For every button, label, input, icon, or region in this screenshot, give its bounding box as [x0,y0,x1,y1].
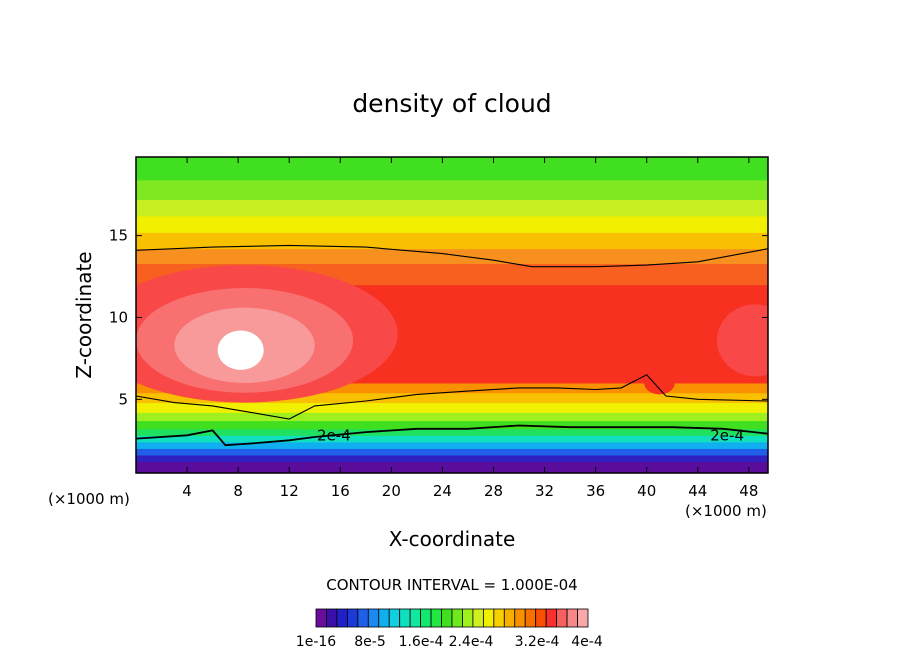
contour-line-layer [136,244,768,447]
colorbar-swatch [420,608,432,628]
band-4 [136,435,768,443]
band-3 [136,441,768,449]
colorbar-swatch [514,608,526,628]
plot-frame [135,156,769,474]
colorbar-swatch [409,608,422,628]
band-9 [136,392,768,404]
colorbar-swatch [346,608,359,628]
y-tick-label: 15 [109,227,128,245]
colorbar-swatch [556,608,568,628]
x-tick-label: 44 [688,482,707,500]
colorbar-swatch [535,608,547,628]
colorbar-label: 4e-4 [571,634,603,650]
contour-line-lower [136,424,768,447]
colorbar-swatch [472,608,484,628]
band-2 [136,448,768,456]
x-axis-label: X-coordinate [389,527,516,551]
band-8 [136,402,768,413]
x-tick-label: 12 [280,482,299,500]
contour-line-middle [136,374,768,420]
x-tick-label: 48 [739,482,758,500]
x-tick-label: 28 [484,482,503,500]
colorbar-swatch [357,608,369,628]
x-unit-label-left: (×1000 m) [48,490,130,508]
colorbar-swatch [315,608,327,628]
band-18 [136,157,768,181]
colorbar-swatch [388,608,401,628]
y-axis-ticks: 5 10 15 [109,227,768,408]
x-tick-label: 36 [586,482,605,500]
band-17 [136,179,768,201]
colorbar-swatch [399,608,411,628]
colorbar-swatch [545,608,558,628]
x-tick-label: 8 [233,482,243,500]
contour-interval-text: CONTOUR INTERVAL = 1.000E-04 [326,576,577,594]
chart-title: density of cloud [352,89,551,118]
blob-3 [217,330,264,370]
colorbar [315,608,589,628]
x-tick-label: 40 [637,482,656,500]
colorbar-label: 1.6e-4 [399,634,444,650]
x-tick-label: 32 [535,482,554,500]
y-tick-label: 5 [118,390,128,408]
band-16 [136,199,768,217]
colorbar-swatch [462,608,474,628]
contour-label-0: 2e-4 [317,426,351,444]
colorbar-swatch [367,608,380,628]
colorbar-swatch [336,608,348,628]
band-6 [136,420,768,430]
colorbar-label: 3.2e-4 [515,634,560,650]
colorbar-swatch [524,608,537,628]
colorbar-swatch [577,608,589,628]
band-0 [136,461,768,473]
x-tick-label: 4 [182,482,192,500]
band-7 [136,412,768,422]
contour-label-1: 2e-4 [710,426,744,444]
blob-4 [716,304,768,377]
y-axis-label: Z-coordinate [72,251,96,378]
x-tick-label: 20 [382,482,401,500]
colorbar-swatch [493,608,505,628]
colorbar-label: 8e-5 [354,634,385,650]
band-1 [136,454,768,463]
band-13 [136,248,768,264]
colorbar-swatch [503,608,516,628]
colorbar-label: 1e-16 [296,634,336,650]
x-axis-ticks: 4 8 12 16 20 24 28 32 36 40 44 48 [182,157,758,500]
contour-line-upper [136,244,768,268]
colorbar-swatch [482,608,495,628]
plot-area [136,157,768,473]
band-15 [136,215,768,233]
blob-5 [644,371,675,395]
colorbar-swatch [378,608,390,628]
x-tick-label: 24 [433,482,452,500]
colorbar-swatch [430,608,442,628]
colorbar-swatch [566,608,578,628]
blob-layer [136,265,768,403]
x-tick-label: 16 [331,482,350,500]
band-10 [136,382,768,394]
contour-labels: 2e-4 2e-4 [317,426,744,444]
x-unit-label-right: (×1000 m) [685,502,767,520]
colorbar-swatch [326,608,338,628]
band-5 [136,428,768,436]
colorbar-labels: 1e-16 8e-5 1.6e-4 2.4e-4 3.2e-4 4e-4 [296,634,603,650]
colorbar-label: 2.4e-4 [449,634,494,650]
colorbar-swatch [451,608,463,628]
y-tick-label: 10 [109,308,128,326]
colorbar-swatch [441,608,453,628]
